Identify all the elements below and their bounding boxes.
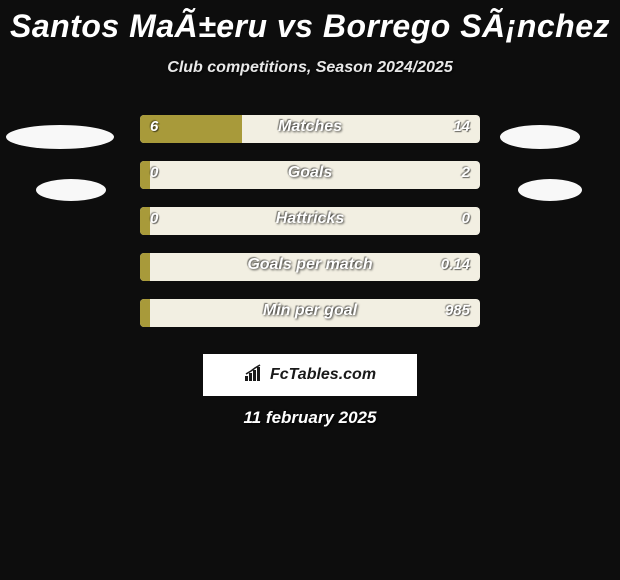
page-title: Santos MaÃ±eru vs Borrego SÃ¡nchez	[0, 0, 620, 45]
stat-label: Matches	[140, 118, 480, 136]
stat-value-right: 0	[462, 210, 470, 227]
stat-row: Min per goal985	[0, 299, 620, 345]
stat-value-right: 985	[445, 302, 470, 319]
bar-chart-icon	[244, 364, 266, 387]
stat-value-right: 2	[462, 164, 470, 181]
avatar-placeholder	[36, 179, 106, 201]
date-label: 11 february 2025	[0, 408, 620, 428]
avatar-placeholder	[518, 179, 582, 201]
stat-row: Goals per match0.14	[0, 253, 620, 299]
source-logo-text: FcTables.com	[270, 366, 376, 384]
stat-value-right: 14	[453, 118, 470, 135]
stat-label: Goals	[140, 164, 480, 182]
stats-rows: 6Matches140Goals20Hattricks0Goals per ma…	[0, 115, 620, 345]
stat-label: Min per goal	[140, 302, 480, 320]
avatar-placeholder	[6, 125, 114, 149]
stat-label: Hattricks	[140, 210, 480, 228]
avatar-placeholder	[500, 125, 580, 149]
page-subtitle: Club competitions, Season 2024/2025	[0, 59, 620, 77]
stat-row: 0Hattricks0	[0, 207, 620, 253]
source-logo-box: FcTables.com	[203, 354, 417, 396]
stat-label: Goals per match	[140, 256, 480, 274]
stat-value-right: 0.14	[441, 256, 470, 273]
